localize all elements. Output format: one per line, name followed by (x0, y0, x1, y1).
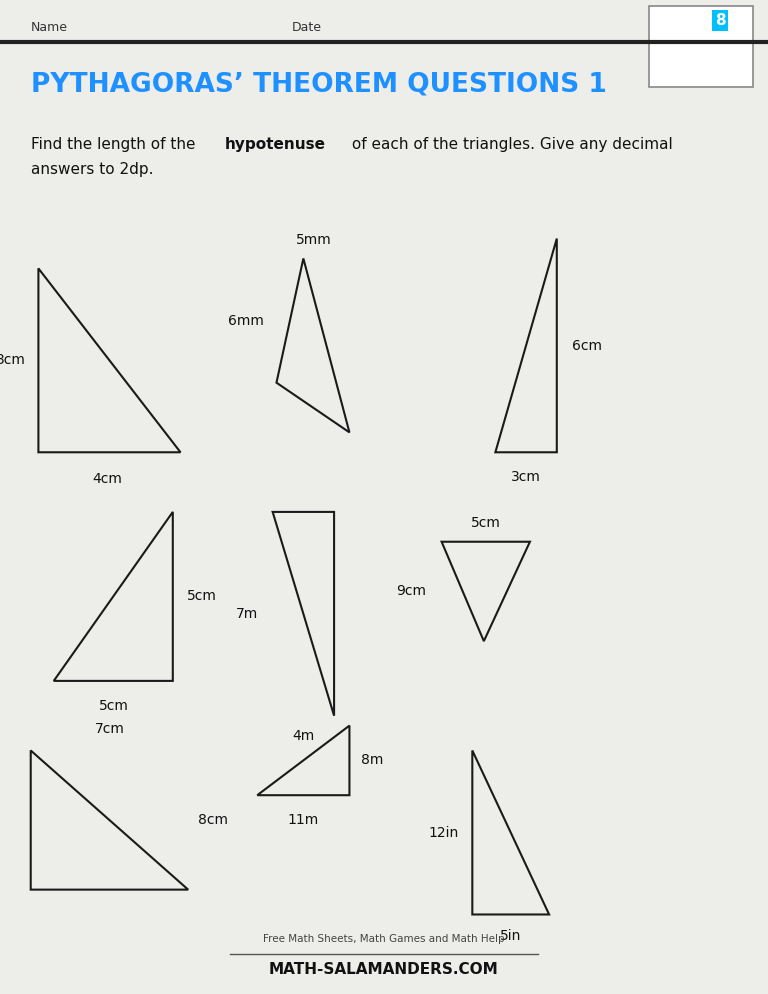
Text: PYTHAGORAS’ THEOREM QUESTIONS 1: PYTHAGORAS’ THEOREM QUESTIONS 1 (31, 72, 607, 97)
FancyBboxPatch shape (649, 6, 753, 87)
Text: 5cm: 5cm (187, 589, 217, 603)
Text: answers to 2dp.: answers to 2dp. (31, 162, 154, 177)
Text: 6cm: 6cm (572, 339, 602, 353)
Text: 7cm: 7cm (95, 722, 124, 736)
Text: 4cm: 4cm (93, 472, 122, 486)
Text: 3cm: 3cm (511, 470, 541, 484)
Text: 6mm: 6mm (227, 314, 263, 328)
Text: Date: Date (292, 21, 322, 35)
Text: 5cm: 5cm (99, 699, 128, 713)
Text: Free Math Sheets, Math Games and Math Help: Free Math Sheets, Math Games and Math He… (263, 934, 505, 944)
Text: 8cm: 8cm (198, 813, 228, 827)
Text: 8m: 8m (361, 753, 383, 767)
Text: 9cm: 9cm (396, 584, 426, 598)
Text: Name: Name (31, 21, 68, 35)
Text: 3cm: 3cm (0, 353, 25, 367)
Text: MATH-SALAMANDERS.COM: MATH-SALAMANDERS.COM (269, 961, 499, 977)
Text: hypotenuse: hypotenuse (225, 137, 326, 152)
Text: 4m: 4m (293, 729, 314, 743)
Text: 5cm: 5cm (472, 516, 501, 530)
Text: 5mm: 5mm (296, 233, 331, 247)
Text: 8: 8 (715, 13, 726, 28)
Text: 5in: 5in (500, 929, 521, 943)
Text: of each of the triangles. Give any decimal: of each of the triangles. Give any decim… (347, 137, 673, 152)
Text: 12in: 12in (429, 826, 458, 840)
Text: 11m: 11m (288, 813, 319, 827)
Text: 7m: 7m (236, 607, 258, 621)
Text: Find the length of the: Find the length of the (31, 137, 200, 152)
